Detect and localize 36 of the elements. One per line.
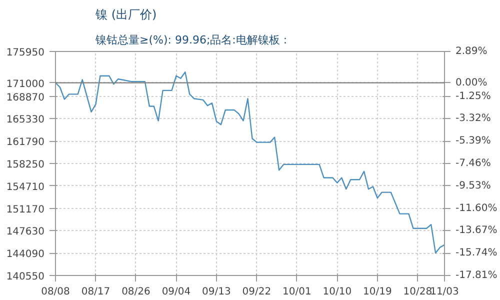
y-tick-label: 175950: [6, 48, 45, 58]
y2-tick-label: -11.60%: [456, 202, 498, 214]
y2-tick-label: -1.25%: [456, 90, 491, 102]
y-tick-label: 168870: [6, 92, 45, 104]
y2-tick-label: -17.81%: [456, 270, 498, 281]
x-tick-label: 09/04: [162, 286, 191, 298]
x-tick-label: 09/13: [202, 286, 231, 298]
x-tick-label: 11/03: [430, 286, 459, 298]
y2-tick-label: 2.89%: [456, 46, 488, 57]
y2-tick-label: -15.74%: [456, 248, 498, 259]
x-tick-label: 08/26: [122, 286, 150, 298]
chart-title: 镍 (出厂价): [94, 8, 157, 22]
y-tick-label: 154710: [6, 182, 45, 193]
y-tick-label: 151170: [6, 204, 45, 216]
y-tick-label: 171000: [6, 78, 45, 90]
y-tick-label: 161790: [6, 137, 45, 148]
y-tick-label: 144090: [6, 249, 45, 260]
x-tick-label: 08/08: [41, 286, 70, 298]
y-tick-label: 158250: [6, 160, 45, 170]
x-tick-label: 10/01: [282, 286, 312, 298]
x-tick-label: 10/19: [363, 286, 392, 298]
y2-tick-label: -5.39%: [456, 136, 491, 147]
y-tick-label: 140550: [6, 272, 45, 282]
chart-subtitle: 镍钴总量≥(%): 99.96;品名:电解镍板 :: [94, 34, 288, 46]
x-tick-label: 10/10: [322, 286, 352, 298]
x-tick-label: 09/22: [242, 286, 272, 298]
x-tick-label: 10/28: [403, 286, 432, 298]
line-series: [56, 71, 444, 254]
y2-tick-label: -3.32%: [456, 113, 491, 124]
y2-tick-label: -9.53%: [456, 180, 491, 192]
x-tick-label: 08/17: [81, 286, 110, 298]
y2-tick-label: -13.67%: [456, 225, 498, 236]
y-tick-label: 147630: [6, 226, 45, 238]
y-tick-label: 165330: [6, 114, 45, 126]
y2-tick-label: 0.00%: [456, 77, 488, 88]
y2-tick-label: -7.46%: [456, 158, 491, 169]
